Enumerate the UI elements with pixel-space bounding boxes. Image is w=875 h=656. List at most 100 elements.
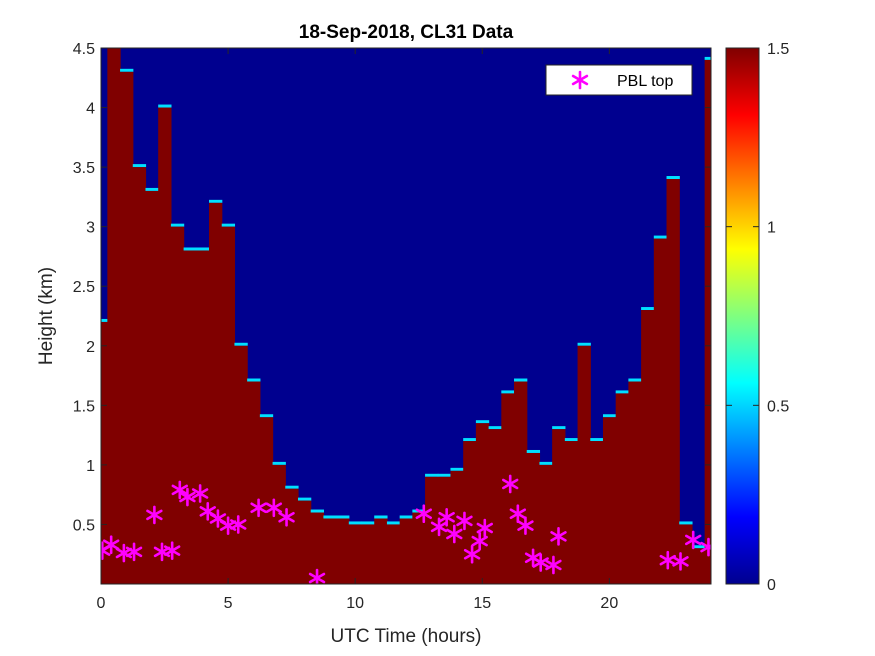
heat-fringe-cell (361, 521, 375, 525)
heat-fringe-cell (348, 521, 363, 525)
heat-column (641, 310, 655, 584)
heat-column (107, 48, 121, 584)
heat-fringe-cell (704, 56, 711, 60)
heat-column (259, 417, 274, 584)
heat-column (488, 429, 502, 584)
heat-column (628, 381, 642, 584)
heat-column (310, 512, 324, 584)
x-tick-label: 15 (473, 595, 491, 612)
heat-fringe-cell (310, 509, 324, 513)
heat-column (577, 345, 591, 584)
heat-fringe-cell (628, 378, 642, 382)
heat-column (564, 441, 579, 584)
y-tick-label: 3.5 (73, 160, 95, 177)
heat-fringe-cell (386, 521, 401, 525)
colorbar-gradient (725, 47, 760, 585)
heat-column (501, 393, 515, 584)
heat-column (539, 464, 553, 584)
heat-fringe-cell (641, 307, 655, 311)
heat-column (247, 381, 261, 584)
heat-column (297, 500, 312, 584)
heat-column (704, 59, 711, 584)
heat-column (666, 179, 680, 584)
y-tick-label: 4 (86, 101, 95, 118)
heat-fringe-cell (374, 515, 388, 519)
heat-fringe-cell (501, 390, 515, 394)
heat-column (653, 238, 668, 584)
colorbar-ticks: 0 0.5 1 1.5 (726, 41, 789, 594)
heat-fringe-cell (323, 515, 337, 519)
heat-fringe-cell (679, 521, 693, 525)
heat-column (323, 518, 337, 584)
heat-column (386, 524, 401, 584)
y-tick-label: 4.5 (73, 41, 95, 58)
heat-column (374, 518, 388, 584)
heat-fringe-cell (272, 461, 286, 465)
heat-column (170, 226, 185, 584)
colorbar-tick-label: 1 (767, 220, 776, 237)
heat-column (602, 417, 617, 584)
heat-fringe-cell (297, 497, 312, 501)
heat-column (285, 488, 299, 584)
chart-title: 18-Sep-2018, CL31 Data (299, 22, 514, 43)
heat-fringe-cell (691, 545, 706, 549)
heat-column (691, 548, 706, 584)
colorbar-tick-label: 0 (767, 577, 776, 594)
heat-fringe-cell (450, 467, 464, 471)
heat-column (615, 393, 629, 584)
heat-fringe-cell (145, 187, 159, 191)
legend: PBL top (545, 64, 693, 96)
heat-column (145, 190, 159, 584)
heat-column (514, 381, 528, 584)
y-axis-label: Height (km) (36, 267, 57, 365)
heat-fringe-cell (170, 223, 185, 227)
heat-column (158, 107, 172, 584)
heat-column (679, 524, 693, 584)
heat-fringe-cell (399, 515, 413, 519)
heat-fringe-cell (336, 515, 350, 519)
heat-fringe-cell (577, 342, 591, 346)
heat-fringe-cell (602, 414, 617, 418)
y-tick-label: 2 (86, 339, 95, 356)
colorbar: 0 0.5 1 1.5 (725, 41, 789, 594)
heat-fringe-cell (183, 247, 197, 251)
y-axis: 0.5 1 1.5 2 2.5 3 3.5 4 4.5 (73, 41, 711, 534)
colorbar-tick-label: 0.5 (767, 398, 789, 415)
x-tick-label: 5 (224, 595, 233, 612)
heat-column (234, 345, 248, 584)
heat-column (348, 524, 363, 584)
heat-column (272, 464, 286, 584)
y-tick-label: 1.5 (73, 398, 95, 415)
heat-column (120, 71, 134, 584)
legend-label-pbl-top: PBL top (617, 73, 673, 90)
heat-fringe-cell (234, 342, 248, 346)
heat-fringe-cell (653, 235, 668, 239)
heat-fringe-cell (539, 461, 553, 465)
heat-column (196, 250, 210, 584)
legend-box (545, 64, 693, 96)
heat-fringe-cell (425, 473, 439, 477)
x-tick-label: 20 (600, 595, 618, 612)
heat-fringe-cell (526, 449, 541, 453)
heat-column (183, 250, 197, 584)
heat-column (590, 441, 604, 584)
x-tick-label: 0 (97, 595, 106, 612)
heat-column (475, 423, 490, 584)
x-axis: 0 5 10 15 20 (97, 48, 618, 612)
heat-fringe-cell (514, 378, 528, 382)
heat-fringe-cell (247, 378, 261, 382)
y-tick-label: 0.5 (73, 517, 95, 534)
heat-fringe-cell (259, 414, 274, 418)
heat-column (101, 321, 108, 584)
backscatter-heatmap (101, 48, 711, 584)
heat-fringe-cell (488, 426, 502, 430)
heat-fringe-cell (590, 438, 604, 442)
heat-column (336, 518, 350, 584)
heat-fringe-cell (120, 68, 134, 72)
heat-column (209, 202, 223, 584)
heat-fringe-cell (437, 473, 452, 477)
heat-fringe-cell (552, 426, 566, 430)
heat-fringe-cell (564, 438, 579, 442)
plot-area (100, 47, 712, 585)
